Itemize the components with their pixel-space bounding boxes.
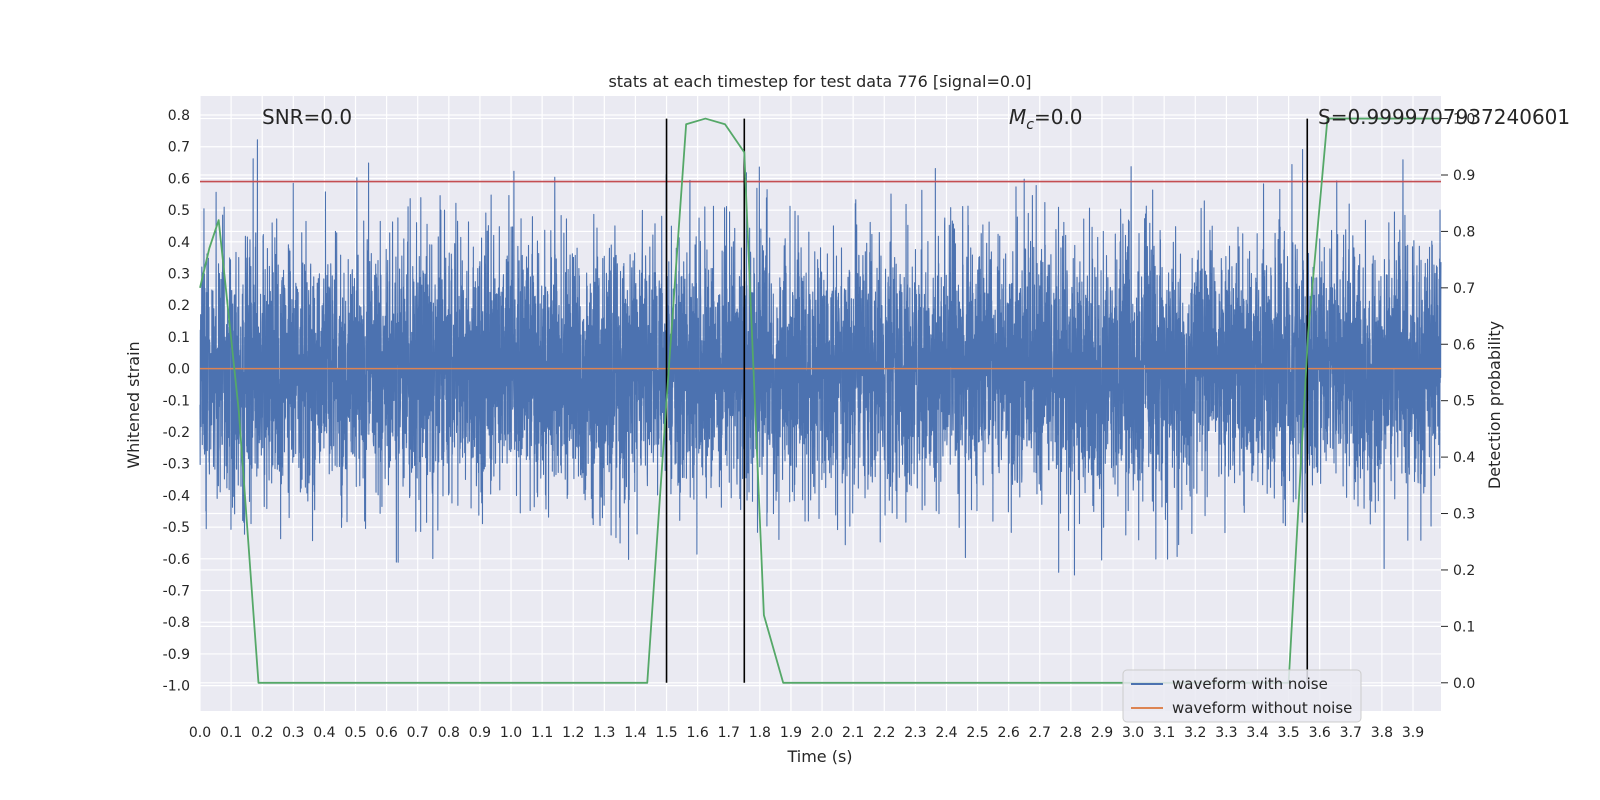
y-tick-label: -1.0 [163,679,190,695]
y-tick-label: 0.7 [168,140,190,156]
x-tick-label: 0.8 [438,725,460,741]
y-tick-label: -0.8 [163,615,190,631]
x-tick-label: 3.2 [1184,725,1206,741]
y2-tick-label: 0.3 [1453,507,1475,523]
x-tick-label: 1.3 [593,725,615,741]
x-tick-label: 2.2 [873,725,895,741]
x-tick-label: 0.6 [375,725,397,741]
y-tick-label: 0.0 [168,362,190,378]
x-tick-label: 3.1 [1153,725,1175,741]
x-tick-label: 1.9 [780,725,802,741]
x-tick-label: 2.4 [935,725,957,741]
y2-tick-label: 0.7 [1453,281,1475,297]
x-tick-label: 0.0 [189,725,211,741]
snr-annotation: SNR=0.0 [262,105,352,129]
y2-tick-label: 0.2 [1453,563,1475,579]
y2-tick-label: 0.1 [1453,619,1475,635]
y-tick-label: 0.4 [168,235,190,251]
x-tick-label: 1.2 [562,725,584,741]
x-tick-label: 2.3 [904,725,926,741]
y-tick-label: 0.8 [168,108,190,124]
x-tick-label: 0.1 [220,725,242,741]
x-tick-label: 1.6 [687,725,709,741]
x-tick-label: 2.1 [842,725,864,741]
y-axis-label: Whitened strain [124,341,143,468]
y2-tick-label: 0.4 [1453,450,1475,466]
x-tick-label: 3.3 [1215,725,1237,741]
x-tick-label: 3.0 [1122,725,1144,741]
x-tick-label: 1.7 [718,725,740,741]
x-tick-label: 1.8 [749,725,771,741]
x-tick-label: 3.6 [1309,725,1331,741]
x-tick-label: 1.0 [500,725,522,741]
x-tick-label: 3.5 [1277,725,1299,741]
legend: waveform with noise waveform without noi… [1122,669,1362,723]
y2-axis-label: Detection probability [1485,321,1504,489]
axes: 0.0 0.1 0.2 0.3 0.4 0.5 0.6 0.7 0.8 0.9 1.0 1.1 1.2 1… [163,108,1476,741]
x-tick-label: 0.5 [344,725,366,741]
y2-tick-label: 0.6 [1453,337,1475,353]
y-tick-label: -0.7 [163,584,190,600]
chart-title: stats at each timestep for test data 776… [608,72,1031,91]
x-tick-label: 0.2 [251,725,273,741]
legend-box [1122,669,1362,723]
y2-tick-label: 0.5 [1453,394,1475,410]
x-tick-label: 3.4 [1246,725,1268,741]
x-tick-label: 2.7 [1029,725,1051,741]
x-tick-label: 2.8 [1060,725,1082,741]
y-tick-label: -0.5 [163,520,190,536]
legend-label-clean: waveform without noise [1172,699,1352,717]
y2-tick-label: 1.0 [1453,112,1475,128]
s-annotation: S=0.9999707937240601 [1318,105,1570,129]
y-tick-label: -0.6 [163,552,190,568]
y-tick-label: -0.9 [163,647,190,663]
x-tick-label: 1.1 [531,725,553,741]
y-tick-label: 0.1 [168,330,190,346]
y-tick-label: 0.2 [168,298,190,314]
mc-symbol: M [1009,105,1026,129]
x-tick-label: 0.7 [407,725,429,741]
mc-subscript: c [1026,117,1034,133]
legend-label-noise: waveform with noise [1172,675,1328,693]
x-tick-label: 2.9 [1091,725,1113,741]
y-tick-label: -0.3 [163,457,190,473]
x-tick-label: 1.4 [624,725,646,741]
x-tick-label: 3.7 [1340,725,1362,741]
y2-tick-label: 0.0 [1453,676,1475,692]
x-tick-label: 2.0 [811,725,833,741]
y2-tick-label: 0.8 [1453,224,1475,240]
mc-annotation: Mc=0.0 [1009,105,1083,133]
x-tick-label: 0.9 [469,725,491,741]
y2-tick-label: 0.9 [1453,168,1475,184]
y-tick-label: 0.3 [168,267,190,283]
x-tick-label: 2.6 [998,725,1020,741]
series-line-waveform-with-noise [199,139,1442,576]
y-tick-label: -0.2 [163,425,190,441]
x-axis-label: Time (s) [786,747,852,766]
y-tick-label: -0.1 [163,393,190,409]
x-tick-label: 3.9 [1402,725,1424,741]
y-tick-label: 0.6 [168,171,190,187]
x-tick-label: 0.4 [313,725,335,741]
x-tick-label: 0.3 [282,725,304,741]
x-tick-label: 1.5 [655,725,677,741]
y-tick-label: 0.5 [168,203,190,219]
y-tick-label: -0.4 [163,488,190,504]
x-tick-label: 3.8 [1371,725,1393,741]
x-tick-label: 2.5 [966,725,988,741]
mc-value: =0.0 [1034,105,1083,129]
